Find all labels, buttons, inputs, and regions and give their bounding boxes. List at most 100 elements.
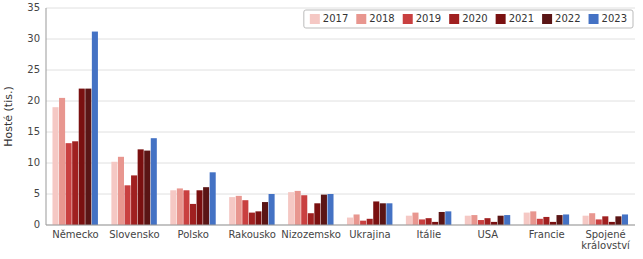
bar: [301, 195, 307, 225]
legend-label: 2023: [602, 13, 627, 24]
legend-label: 2020: [462, 13, 487, 24]
grid-line: [46, 132, 635, 133]
x-tick-label: Rakousko: [228, 229, 276, 240]
legend-swatch: [542, 14, 552, 24]
bars: [52, 32, 628, 225]
bar: [170, 190, 176, 225]
x-tick-label: Spojenékrálovství: [581, 229, 631, 251]
bar: [59, 98, 65, 225]
bar: [295, 191, 301, 225]
x-axis-line: [46, 225, 635, 226]
x-tick-label: Ukrajina: [349, 229, 390, 240]
y-tick-label: 15: [27, 126, 40, 137]
legend-swatch: [449, 14, 459, 24]
x-tick-label: Slovensko: [109, 229, 159, 240]
legend-swatch: [310, 14, 320, 24]
x-tick-label: USA: [477, 229, 498, 240]
bar: [288, 192, 294, 225]
bar: [563, 214, 569, 225]
x-tick-label: Německo: [52, 229, 99, 240]
bar: [471, 215, 477, 225]
bar: [249, 213, 255, 225]
bar: [255, 211, 261, 225]
bar: [602, 216, 608, 225]
bar: [131, 175, 137, 225]
bar: [543, 217, 549, 225]
y-tick-label: 10: [27, 157, 40, 168]
bar: [138, 149, 144, 225]
bar: [190, 204, 196, 225]
bar: [439, 212, 445, 225]
bar: [314, 203, 320, 225]
grid-line: [46, 39, 635, 40]
y-axis-line: [46, 8, 47, 225]
x-tick-label: Polsko: [178, 229, 209, 240]
bar: [367, 219, 373, 225]
y-axis-label: Hosté (tis.): [2, 86, 15, 147]
y-tick-label: 0: [34, 219, 40, 230]
bar: [72, 141, 78, 225]
bar: [373, 201, 379, 225]
bar: [445, 211, 451, 225]
bar: [203, 187, 209, 225]
y-tick-label: 35: [27, 2, 40, 13]
bar: [177, 188, 183, 225]
legend-label: 2022: [555, 13, 580, 24]
bar: [524, 213, 530, 225]
legend-swatch: [403, 14, 413, 24]
bar: [321, 195, 327, 225]
legend-frame: [304, 10, 633, 28]
bar: [79, 89, 85, 225]
x-tick-label: Nizozemsko: [281, 229, 341, 240]
bar: [412, 213, 418, 225]
y-tick-label: 30: [27, 33, 40, 44]
bar: [236, 196, 242, 225]
bar: [111, 162, 117, 225]
bar: [52, 107, 58, 225]
grid-line: [46, 163, 635, 164]
grid-line: [46, 70, 635, 71]
x-tick-label: Itálie: [416, 229, 441, 240]
bar: [85, 89, 91, 225]
bar: [308, 213, 314, 225]
bar: [183, 190, 189, 225]
bar: [210, 172, 216, 225]
bar: [498, 216, 504, 225]
plot-area: [46, 8, 635, 225]
bar: [144, 151, 150, 225]
bar: [92, 32, 98, 225]
bar: [406, 216, 412, 225]
bar: [583, 216, 589, 225]
grid-line: [46, 8, 635, 9]
bar: [386, 203, 392, 225]
bar: [530, 211, 536, 225]
grid-line: [46, 225, 635, 226]
bar: [242, 200, 248, 225]
bar: [354, 214, 360, 225]
bar: [596, 219, 602, 225]
bar: [419, 219, 425, 225]
chart-container: 05101520253035NěmeckoSlovenskoPolskoRako…: [0, 0, 643, 259]
grid-line: [46, 101, 635, 102]
legend-label: 2021: [509, 13, 534, 24]
bar: [118, 157, 124, 225]
bar: [360, 221, 366, 225]
y-tick-label: 5: [34, 188, 40, 199]
bar: [262, 202, 268, 225]
legend: 2017201820192020202120222023: [304, 10, 633, 28]
bar: [615, 216, 621, 225]
bar: [125, 185, 131, 225]
chart-svg: 05101520253035NěmeckoSlovenskoPolskoRako…: [0, 0, 643, 259]
bar: [66, 143, 72, 225]
legend-label: 2018: [369, 13, 394, 24]
bar: [197, 190, 203, 225]
bar: [347, 218, 353, 225]
bar: [229, 197, 235, 225]
bar: [269, 194, 275, 225]
bar: [478, 220, 484, 225]
bar: [151, 138, 157, 225]
x-tick-label: Francie: [529, 229, 565, 240]
legend-swatch: [496, 14, 506, 24]
y-tick-label: 20: [27, 95, 40, 106]
bar: [484, 218, 490, 225]
